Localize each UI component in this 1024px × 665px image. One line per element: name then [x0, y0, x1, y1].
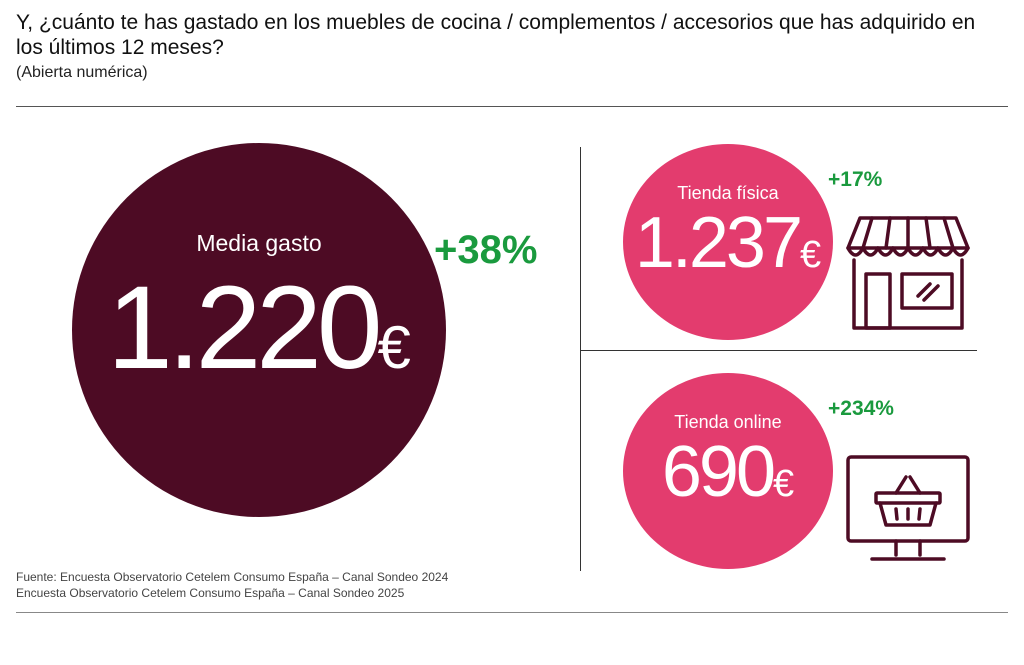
online-store-value: 690€: [662, 435, 794, 521]
physical-store-value: 1.237€: [635, 206, 821, 292]
physical-store-currency: €: [800, 233, 822, 276]
source-note: Fuente: Encuesta Observatorio Cetelem Co…: [16, 569, 448, 601]
average-spend-value: 1.220€: [107, 269, 411, 407]
average-spend-amount: 1.220: [107, 261, 382, 394]
shop-icon: [846, 216, 970, 330]
bottom-divider: [16, 612, 1008, 613]
page-title: Y, ¿cuánto te has gastado en los muebles…: [16, 11, 976, 59]
physical-store-label: Tienda física: [677, 182, 779, 203]
source-line-2: Encuesta Observatorio Cetelem Consumo Es…: [16, 586, 405, 600]
online-store-change: +234%: [828, 397, 894, 420]
online-store-label: Tienda online: [674, 411, 782, 432]
source-line-1: Fuente: Encuesta Observatorio Cetelem Co…: [16, 570, 449, 584]
horizontal-divider: [581, 350, 977, 351]
average-spend-label: Media gasto: [196, 229, 322, 256]
vertical-divider: [580, 147, 581, 571]
online-store-currency: €: [773, 462, 795, 505]
online-store-circle: Tienda online 690€: [623, 373, 833, 569]
online-store-amount: 690: [661, 431, 776, 512]
top-divider: [16, 106, 1008, 107]
physical-store-circle: Tienda física 1.237€: [623, 144, 833, 340]
average-spend-circle: Media gasto 1.220€: [72, 143, 446, 517]
physical-store-change: +17%: [828, 168, 883, 191]
page-subtitle: (Abierta numérica): [16, 64, 148, 81]
average-spend-change: +38%: [434, 228, 538, 272]
online-shopping-icon: [846, 455, 970, 561]
average-spend-currency: €: [377, 313, 411, 381]
physical-store-amount: 1.237: [634, 202, 803, 283]
